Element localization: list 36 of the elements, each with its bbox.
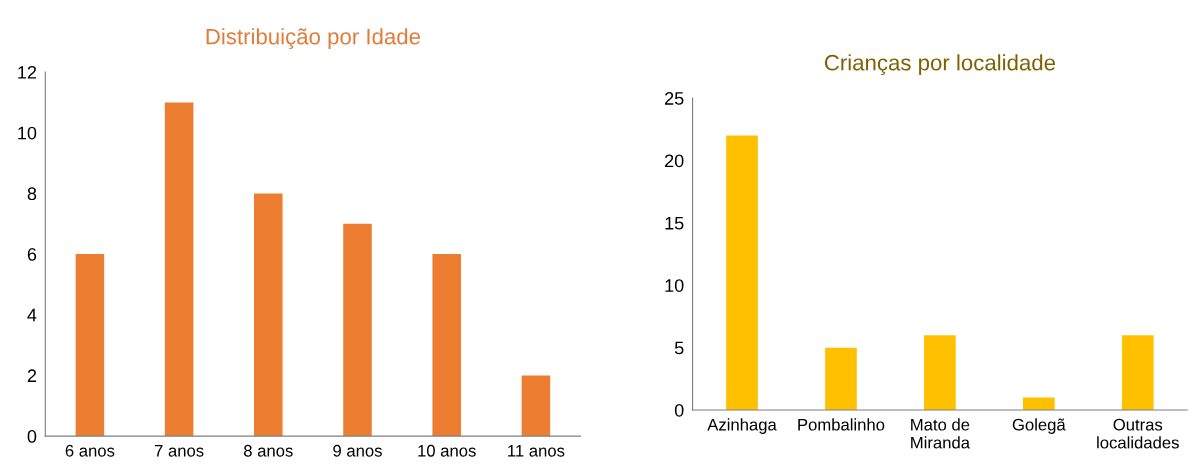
bar [75, 254, 105, 437]
x-tick-label: Outras localidades [1097, 418, 1179, 449]
bar [432, 254, 461, 437]
y-tick-label: 20 [665, 154, 684, 168]
x-tick-label: Azinhaga [707, 418, 777, 434]
chart-title: Distribuição por Idade [206, 28, 420, 49]
y-tick-label: 5 [674, 341, 684, 355]
bar [924, 335, 956, 411]
x-tick-label: 6 anos [65, 444, 115, 457]
bar [343, 223, 372, 437]
x-tick-label: 7 anos [154, 445, 204, 457]
y-tick-label: 12 [18, 65, 37, 79]
x-tick-label: 10 anos [418, 444, 476, 457]
y-tick-label: 0 [27, 430, 37, 443]
x-tick-label: 9 anos [333, 444, 382, 457]
y-tick-label: 10 [665, 279, 684, 292]
bar [726, 135, 758, 411]
x-tick-label: 11 anos [508, 445, 565, 457]
bar [521, 375, 551, 437]
bar [1121, 335, 1154, 411]
y-tick-label: 2 [27, 369, 37, 382]
bar [164, 102, 194, 437]
y-tick-label: 25 [665, 92, 684, 105]
y-tick-label: 6 [27, 248, 37, 261]
y-tick-label: 0 [674, 403, 684, 417]
y-tick-label: 8 [27, 187, 37, 201]
y-tick-label: 10 [18, 126, 37, 140]
bar [825, 347, 857, 411]
y-tick-label: 4 [27, 308, 37, 322]
x-tick-label: Mato de Miranda [911, 418, 970, 449]
x-tick-label: 8 anos [244, 444, 293, 457]
y-tick-label: 15 [665, 217, 684, 230]
chart-title: Crianças por localidade [824, 54, 1056, 76]
x-tick-label: Pombalinho [798, 418, 885, 431]
bar [254, 193, 283, 437]
x-tick-label: Golegã [1012, 418, 1066, 434]
